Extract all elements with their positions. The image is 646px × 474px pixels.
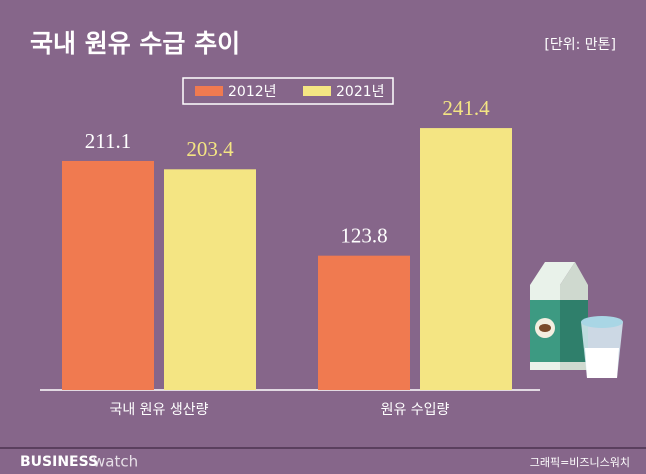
value-label: 211.1 xyxy=(85,129,131,153)
bar xyxy=(318,255,410,390)
credit: 그래픽=비즈니스워치 xyxy=(530,456,630,469)
legend-swatch xyxy=(303,86,331,96)
value-label: 241.4 xyxy=(442,96,490,120)
brand-light: watch xyxy=(93,453,138,471)
x-tick-label: 국내 원유 생산량 xyxy=(109,402,208,418)
milk-illustration xyxy=(530,262,623,378)
value-label: 123.8 xyxy=(340,223,387,247)
bar xyxy=(420,128,512,390)
bar xyxy=(62,160,154,390)
legend-swatch xyxy=(195,86,223,96)
brand-bold: BUSINESS xyxy=(20,454,98,470)
legend-box xyxy=(182,77,394,105)
legend-label: 2012년 xyxy=(228,84,277,100)
legend-label: 2021년 xyxy=(336,84,385,100)
unit-note: [단위: 만톤] xyxy=(544,37,616,53)
bar xyxy=(164,169,256,390)
x-tick-label: 원유 수입량 xyxy=(381,402,450,418)
value-label: 203.4 xyxy=(186,137,234,161)
chart-title: 국내 원유 수급 추이 xyxy=(30,29,240,58)
